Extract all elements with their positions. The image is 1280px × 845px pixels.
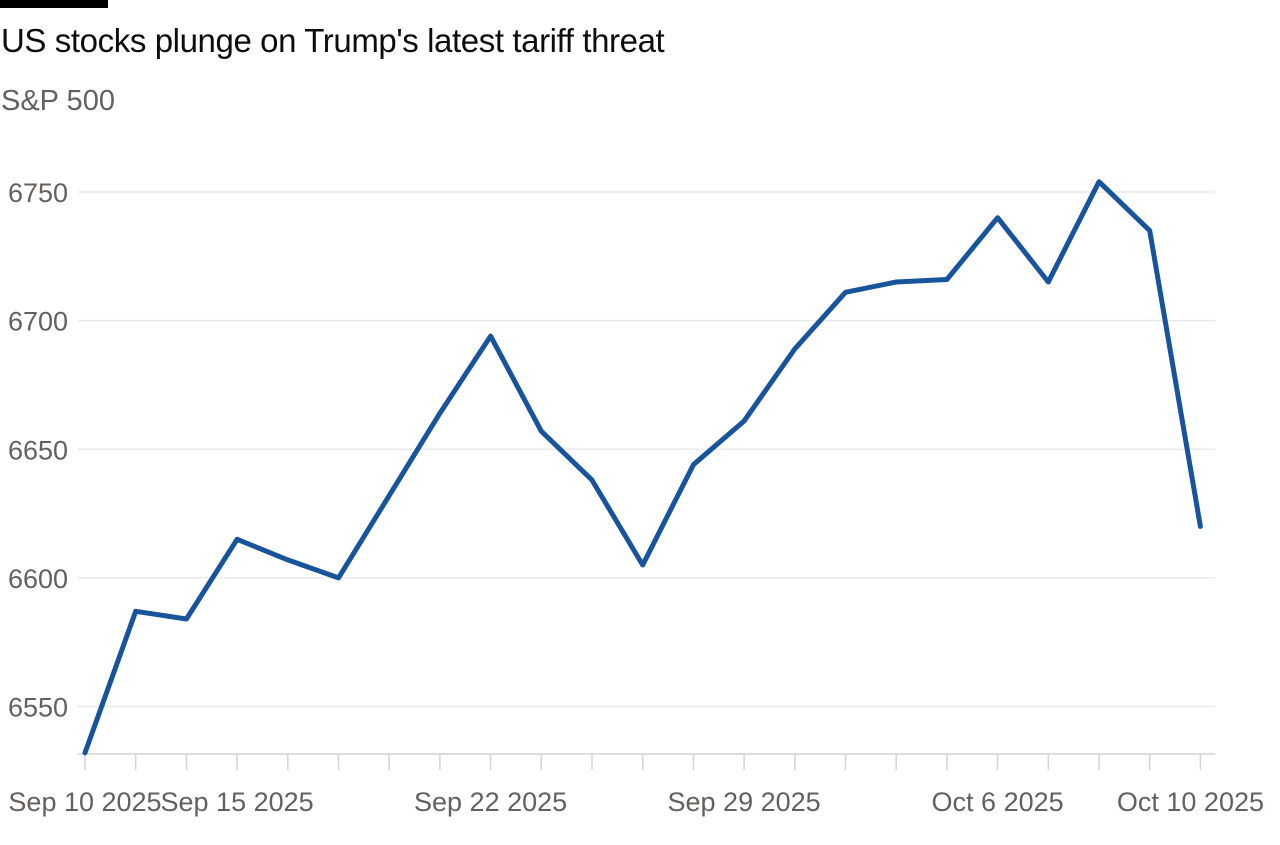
price-line	[82, 179, 1203, 756]
ft-accent-bar	[0, 0, 108, 8]
y-axis-label: 6650	[8, 435, 68, 465]
x-axis-label: Sep 15 2025	[161, 787, 314, 817]
chart-subtitle: S&P 500	[1, 85, 115, 117]
y-axis-label: 6750	[8, 178, 68, 208]
x-axis-label: Sep 22 2025	[414, 787, 567, 817]
y-axis-label: 6700	[8, 307, 68, 337]
x-axis-label: Sep 29 2025	[668, 787, 821, 817]
chart-title: US stocks plunge on Trump's latest tarif…	[1, 22, 665, 59]
x-axis-label: Oct 6 2025	[932, 787, 1064, 817]
y-axis-label: 6600	[8, 564, 68, 594]
x-axis-label: Sep 10 2025	[8, 787, 161, 817]
y-axis-label: 6550	[8, 693, 68, 723]
x-axis-label: Oct 10 2025	[1117, 787, 1264, 817]
